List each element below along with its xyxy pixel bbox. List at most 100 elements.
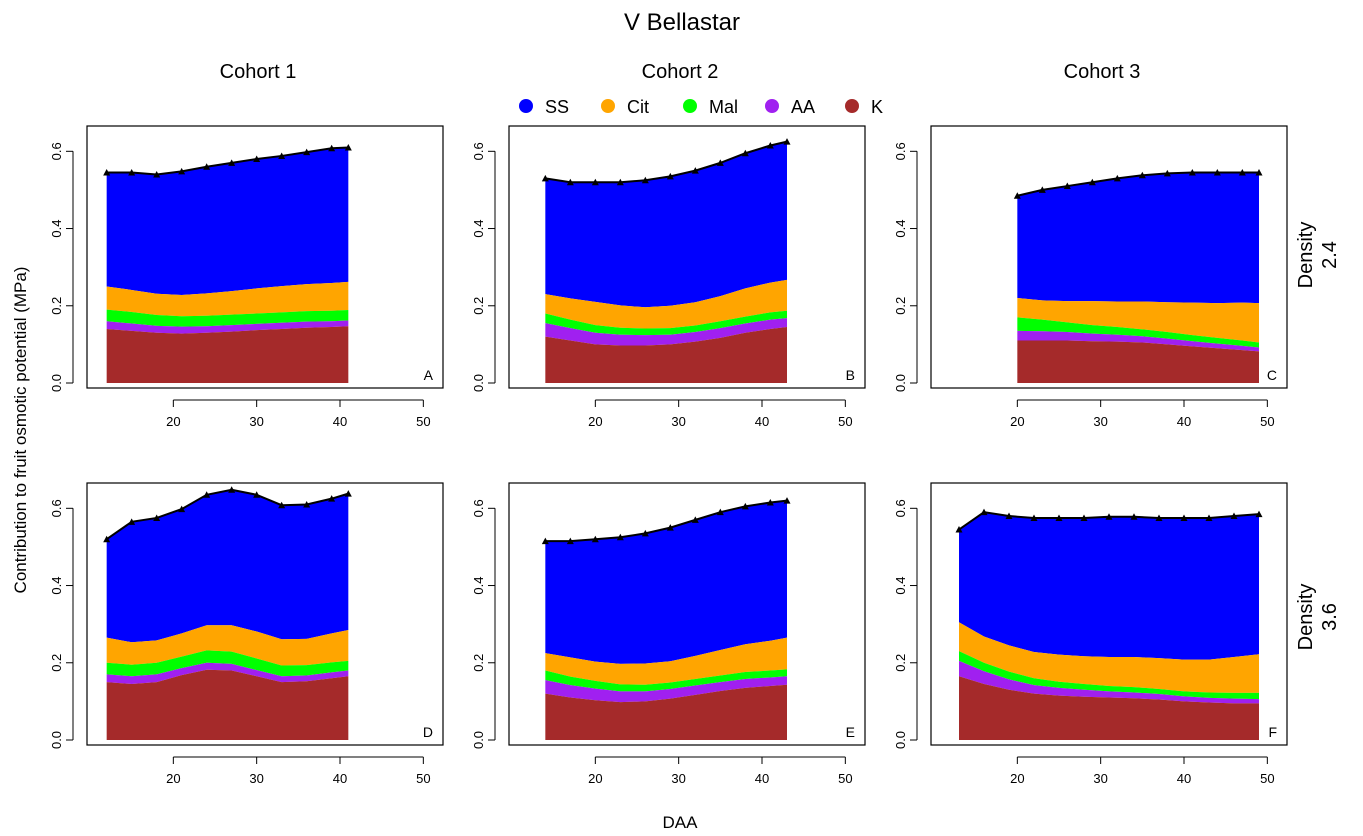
area-cit-f bbox=[959, 622, 1259, 693]
total-point-a bbox=[103, 169, 111, 176]
panel-letter-e: E bbox=[846, 724, 855, 740]
total-point-c bbox=[1013, 192, 1021, 199]
total-point-e bbox=[741, 502, 749, 510]
x-tick-label-a: 30 bbox=[249, 414, 263, 429]
total-point-f bbox=[1080, 514, 1088, 521]
total-point-f bbox=[1255, 510, 1263, 518]
area-mal-c bbox=[1017, 317, 1259, 348]
x-tick-label-b: 50 bbox=[838, 414, 852, 429]
y-tick-label-e: 0.0 bbox=[471, 731, 486, 749]
column-title-2: Cohort 2 bbox=[642, 61, 719, 83]
y-tick-label-e: 0.2 bbox=[471, 654, 486, 672]
area-ss-d bbox=[106, 489, 349, 643]
total-point-b bbox=[691, 167, 699, 174]
legend-marker-aa bbox=[765, 99, 779, 113]
legend-marker-ss bbox=[519, 99, 533, 113]
panel-e: 20 30 40 50 0.0 0.2 0.4 0.6 E bbox=[471, 482, 866, 786]
y-tick-label-d: 0.0 bbox=[49, 731, 64, 749]
total-point-d bbox=[303, 500, 311, 508]
y-tick-label-b: 0.4 bbox=[471, 219, 486, 237]
area-mal-a bbox=[106, 309, 349, 327]
area-ss-c bbox=[1017, 172, 1259, 304]
total-point-f bbox=[1030, 514, 1038, 521]
total-point-e bbox=[716, 508, 724, 516]
panel-letter-a: A bbox=[424, 367, 434, 383]
y-tick-label-d: 0.2 bbox=[49, 654, 64, 672]
area-ss-f bbox=[959, 512, 1259, 660]
legend-label-mal: Mal bbox=[709, 97, 738, 117]
x-tick-label-f: 20 bbox=[1010, 771, 1024, 786]
y-tick-label-f: 0.2 bbox=[893, 654, 908, 672]
plot-frame-d bbox=[86, 482, 444, 746]
area-k-a bbox=[106, 326, 349, 383]
total-point-f bbox=[1130, 513, 1138, 520]
legend-marker-cit bbox=[601, 99, 615, 113]
panel-f: 20 30 40 50 0.0 0.2 0.4 0.6 F bbox=[893, 482, 1288, 786]
area-cit-b bbox=[545, 279, 787, 329]
total-point-b bbox=[566, 178, 574, 186]
x-tick-label-a: 50 bbox=[416, 414, 430, 429]
total-point-e bbox=[666, 524, 674, 531]
x-tick-label-d: 50 bbox=[416, 771, 430, 786]
y-tick-label-c: 0.4 bbox=[893, 219, 908, 237]
x-tick-label-b: 40 bbox=[755, 414, 769, 429]
legend-label-aa: AA bbox=[791, 97, 815, 117]
total-point-a bbox=[278, 152, 286, 159]
total-point-a bbox=[344, 143, 352, 151]
total-point-d bbox=[153, 514, 161, 521]
x-tick-label-e: 20 bbox=[588, 771, 602, 786]
area-k-f bbox=[959, 676, 1259, 740]
total-point-f bbox=[1230, 512, 1238, 520]
y-axis-label: Contribution to fruit osmotic potential … bbox=[11, 267, 30, 594]
total-point-e bbox=[616, 533, 624, 541]
total-point-e bbox=[591, 535, 599, 543]
total-point-f bbox=[1180, 514, 1188, 521]
x-tick-label-d: 40 bbox=[333, 771, 347, 786]
area-aa-f bbox=[959, 660, 1259, 704]
x-tick-label-c: 20 bbox=[1010, 414, 1024, 429]
area-aa-e bbox=[545, 676, 787, 703]
area-aa-a bbox=[106, 320, 349, 334]
row-label-1-value: 2.4 bbox=[1319, 241, 1341, 269]
area-ss-e bbox=[545, 500, 787, 664]
y-tick-label-a: 0.0 bbox=[49, 374, 64, 392]
panel-letter-b: B bbox=[846, 367, 855, 383]
y-tick-label-d: 0.4 bbox=[49, 576, 64, 594]
y-tick-label-a: 0.6 bbox=[49, 142, 64, 160]
legend-marker-k bbox=[845, 99, 859, 113]
total-point-c bbox=[1088, 178, 1096, 186]
total-point-e bbox=[566, 537, 574, 545]
y-tick-label-c: 0.2 bbox=[893, 297, 908, 315]
total-point-c bbox=[1188, 169, 1196, 176]
y-tick-label-e: 0.4 bbox=[471, 576, 486, 594]
x-tick-label-a: 40 bbox=[333, 414, 347, 429]
total-point-c bbox=[1238, 169, 1246, 176]
y-tick-label-a: 0.4 bbox=[49, 219, 64, 237]
panel-d: 20 30 40 50 0.0 0.2 0.4 0.6 D bbox=[49, 482, 444, 786]
panels: 20 30 40 50 0.0 0.2 0.4 0.6 A 20 30 40 50 0.0 0.2 0.4 0.… bbox=[49, 125, 1288, 786]
legend-label-ss: SS bbox=[545, 97, 569, 117]
x-tick-label-b: 20 bbox=[588, 414, 602, 429]
area-k-c bbox=[1017, 340, 1259, 383]
total-point-b bbox=[616, 178, 624, 186]
total-point-b bbox=[591, 178, 599, 186]
total-point-d bbox=[178, 505, 186, 513]
area-cit-d bbox=[106, 625, 349, 666]
total-point-e bbox=[691, 516, 699, 523]
x-tick-label-c: 50 bbox=[1260, 414, 1274, 429]
area-aa-b bbox=[545, 318, 787, 346]
total-point-e bbox=[541, 537, 549, 545]
x-tick-label-e: 40 bbox=[755, 771, 769, 786]
area-k-e bbox=[545, 684, 787, 740]
row-label-2-value: 3.6 bbox=[1319, 603, 1341, 631]
legend: SS Cit Mal AA K bbox=[519, 97, 883, 117]
x-tick-label-c: 40 bbox=[1177, 414, 1191, 429]
total-point-b bbox=[783, 138, 791, 145]
area-mal-f bbox=[959, 651, 1259, 700]
column-title-3: Cohort 3 bbox=[1064, 61, 1141, 83]
area-ss-b bbox=[545, 141, 787, 308]
area-mal-e bbox=[545, 669, 787, 692]
legend-label-cit: Cit bbox=[627, 97, 649, 117]
plot-frame-b bbox=[508, 125, 866, 389]
